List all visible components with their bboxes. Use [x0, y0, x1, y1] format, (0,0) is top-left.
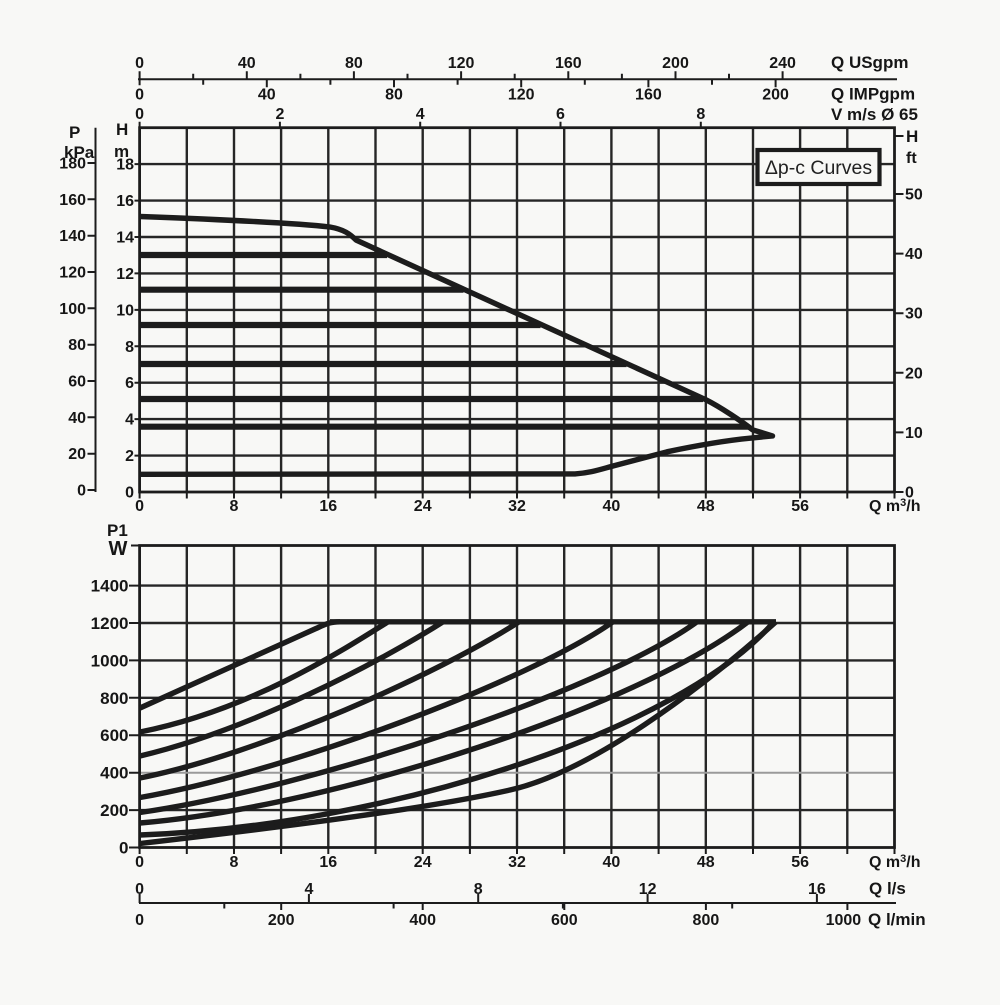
svg-text:200: 200: [268, 912, 295, 929]
svg-text:160: 160: [555, 55, 582, 72]
svg-text:0: 0: [135, 881, 144, 898]
svg-text:56: 56: [791, 854, 809, 871]
svg-text:8: 8: [230, 854, 239, 871]
svg-text:8: 8: [696, 106, 705, 123]
svg-text:48: 48: [697, 854, 715, 871]
svg-text:24: 24: [414, 854, 432, 871]
svg-text:240: 240: [769, 55, 796, 72]
svg-text:100: 100: [59, 301, 86, 318]
svg-text:32: 32: [508, 854, 526, 871]
svg-text:160: 160: [635, 87, 662, 104]
svg-text:0: 0: [135, 55, 144, 72]
svg-text:0: 0: [77, 483, 86, 500]
svg-text:4: 4: [125, 412, 134, 429]
svg-text:Q USgpm: Q USgpm: [831, 53, 908, 72]
svg-text:40: 40: [258, 87, 276, 104]
svg-text:16: 16: [116, 193, 134, 210]
svg-text:Q l/min: Q l/min: [868, 910, 926, 929]
svg-text:1200: 1200: [91, 614, 129, 633]
svg-text:600: 600: [551, 912, 578, 929]
svg-text:16: 16: [808, 881, 826, 898]
svg-text:80: 80: [385, 87, 403, 104]
svg-text:40: 40: [603, 498, 621, 515]
svg-text:0: 0: [135, 912, 144, 929]
svg-text:80: 80: [68, 337, 86, 354]
svg-text:ft: ft: [906, 150, 917, 167]
svg-text:kPa: kPa: [64, 143, 95, 162]
svg-text:8: 8: [474, 881, 483, 898]
svg-text:120: 120: [448, 55, 475, 72]
svg-text:40: 40: [905, 246, 923, 263]
svg-text:H: H: [906, 127, 918, 146]
svg-text:P1: P1: [107, 521, 128, 540]
svg-text:1000: 1000: [91, 651, 129, 670]
svg-text:0: 0: [135, 854, 144, 871]
svg-text:48: 48: [697, 498, 715, 515]
svg-text:1000: 1000: [826, 912, 862, 929]
svg-text:800: 800: [693, 912, 720, 929]
svg-text:20: 20: [68, 446, 86, 463]
svg-text:200: 200: [662, 55, 689, 72]
svg-text:V m/s Ø 65: V m/s Ø 65: [831, 105, 918, 124]
svg-text:40: 40: [603, 854, 621, 871]
svg-text:12: 12: [639, 881, 657, 898]
svg-text:2: 2: [125, 448, 134, 465]
svg-text:4: 4: [304, 881, 313, 898]
svg-text:0: 0: [135, 498, 144, 515]
svg-text:56: 56: [791, 498, 809, 515]
svg-text:12: 12: [116, 266, 134, 283]
svg-text:800: 800: [100, 689, 128, 708]
svg-text:W: W: [109, 538, 128, 560]
svg-text:H: H: [116, 120, 128, 139]
svg-text:10: 10: [116, 302, 134, 319]
svg-text:200: 200: [100, 801, 128, 820]
svg-text:160: 160: [59, 192, 86, 209]
svg-text:140: 140: [59, 228, 86, 245]
svg-text:120: 120: [59, 265, 86, 282]
svg-text:6: 6: [556, 106, 565, 123]
svg-text:Q m3/h: Q m3/h: [869, 497, 920, 515]
svg-text:400: 400: [100, 764, 128, 783]
svg-text:600: 600: [100, 726, 128, 745]
svg-text:6: 6: [125, 375, 134, 392]
svg-text:20: 20: [905, 365, 923, 382]
svg-text:50: 50: [905, 187, 923, 204]
svg-text:0: 0: [119, 839, 128, 858]
svg-text:180: 180: [59, 156, 86, 173]
svg-text:10: 10: [905, 425, 923, 442]
svg-text:32: 32: [508, 498, 526, 515]
svg-text:30: 30: [905, 306, 923, 323]
svg-text:18: 18: [116, 157, 134, 174]
svg-text:Q m3/h: Q m3/h: [869, 853, 920, 871]
svg-text:8: 8: [125, 339, 134, 356]
svg-text:16: 16: [319, 854, 337, 871]
svg-text:40: 40: [238, 55, 256, 72]
svg-text:80: 80: [345, 55, 363, 72]
svg-text:Δp-c Curves: Δp-c Curves: [765, 157, 873, 179]
svg-text:0: 0: [905, 485, 914, 502]
svg-text:m: m: [114, 142, 129, 161]
svg-text:60: 60: [68, 374, 86, 391]
svg-text:Q IMPgpm: Q IMPgpm: [831, 85, 915, 104]
svg-text:400: 400: [409, 912, 436, 929]
svg-text:1400: 1400: [91, 577, 129, 596]
svg-text:40: 40: [68, 410, 86, 427]
svg-text:4: 4: [416, 106, 425, 123]
svg-text:16: 16: [319, 498, 337, 515]
svg-text:120: 120: [508, 87, 535, 104]
svg-text:0: 0: [125, 485, 134, 502]
svg-text:200: 200: [762, 87, 789, 104]
svg-text:0: 0: [135, 106, 144, 123]
svg-text:14: 14: [116, 230, 134, 247]
svg-text:2: 2: [275, 106, 284, 123]
svg-text:8: 8: [230, 498, 239, 515]
svg-text:P: P: [69, 123, 80, 142]
svg-text:0: 0: [135, 87, 144, 104]
svg-text:Q l/s: Q l/s: [869, 879, 906, 898]
svg-text:24: 24: [414, 498, 432, 515]
